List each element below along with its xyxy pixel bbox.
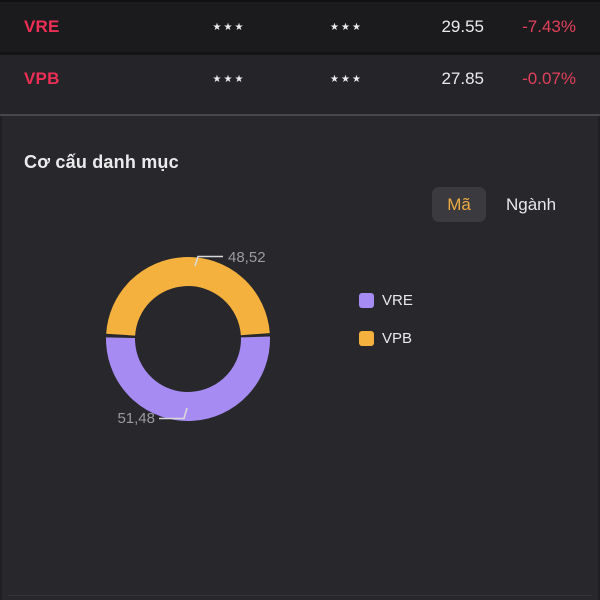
bottom-divider xyxy=(8,595,592,596)
row-divider xyxy=(0,52,600,55)
label-leader-top xyxy=(194,255,223,267)
label-leader-bottom xyxy=(159,407,188,420)
donut-segment-vre[interactable] xyxy=(106,257,270,421)
masked-quantity: ★★★ xyxy=(212,21,246,33)
legend-swatch-yellow xyxy=(359,330,374,346)
price-value: 27.85 xyxy=(441,69,484,88)
section-title: Cơ cấu danh mục xyxy=(24,152,179,172)
legend-item-vpb[interactable]: VPB xyxy=(359,329,413,347)
toggle-by-industry-button[interactable]: Ngành xyxy=(506,195,557,214)
legend-item-vre[interactable]: VRE xyxy=(359,291,413,309)
slice-label-vre: 51,48 xyxy=(117,410,155,427)
price-value: 29.55 xyxy=(441,17,484,36)
section-divider xyxy=(0,114,600,116)
ticker-symbol[interactable]: VRE xyxy=(24,17,60,36)
donut-chart: 48,52 51,48 xyxy=(106,249,270,427)
masked-value: ★★★ xyxy=(330,73,363,85)
table-row-vre[interactable]: VRE ★★★ ★★★ 29.55 -7.43% xyxy=(0,2,600,52)
masked-value: ★★★ xyxy=(330,21,363,33)
donut-segment-vpb[interactable] xyxy=(106,257,270,421)
ticker-symbol[interactable]: VPB xyxy=(24,69,60,88)
legend-swatch-purple xyxy=(359,292,374,308)
right-edge xyxy=(598,116,600,600)
toggle-by-symbol-button[interactable]: Mã xyxy=(432,187,486,222)
chart-legend: VRE VPB xyxy=(359,292,413,368)
top-divider xyxy=(0,0,600,2)
change-percent: -0.07% xyxy=(522,69,576,88)
left-edge xyxy=(0,116,2,600)
change-percent: -7.43% xyxy=(522,17,576,36)
slice-label-vpb: 48,52 xyxy=(228,249,266,266)
masked-quantity: ★★★ xyxy=(212,73,246,85)
table-row-vpb[interactable]: VPB ★★★ ★★★ 27.85 -0.07% xyxy=(0,55,600,114)
legend-label: VPB xyxy=(382,329,413,347)
legend-label: VRE xyxy=(382,291,413,309)
